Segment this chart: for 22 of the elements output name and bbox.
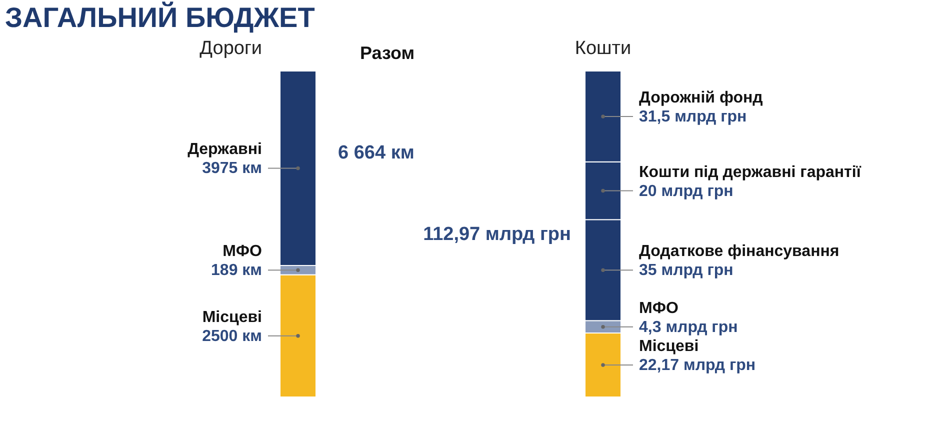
total-label: 6 664 км bbox=[338, 142, 414, 164]
series-label: МФО bbox=[222, 243, 262, 260]
series-label: Додаткове фінансування bbox=[639, 243, 840, 260]
data-label: 35 млрд грн bbox=[639, 262, 734, 280]
series-label: Місцеві bbox=[202, 308, 262, 326]
series-label: Кошти під державні гарантії bbox=[639, 164, 862, 181]
series-label: Державні bbox=[188, 141, 262, 158]
series-label: Місцеві bbox=[639, 338, 699, 356]
data-label: 2500 км bbox=[202, 328, 262, 345]
data-label: 22,17 млрд грн bbox=[639, 357, 756, 374]
data-label: 3975 км bbox=[202, 160, 262, 178]
data-label: 20 млрд грн bbox=[639, 182, 734, 200]
chart-subtitle: Дороги bbox=[200, 38, 262, 59]
chart-subtitle: Кошти bbox=[574, 38, 632, 59]
text: Разом bbox=[360, 43, 415, 63]
total-label: 112,97 млрд грн bbox=[423, 224, 571, 245]
data-label: 31,5 млрд грн bbox=[639, 108, 747, 126]
series-label: Дорожній фонд bbox=[639, 89, 763, 106]
data-label: 4,3 млрд грн bbox=[639, 318, 738, 336]
chart-title: ЗАГАЛЬНИЙ БЮДЖЕТ bbox=[5, 1, 315, 33]
series-label: МФО bbox=[639, 300, 678, 317]
data-label: 189 км bbox=[211, 262, 262, 280]
